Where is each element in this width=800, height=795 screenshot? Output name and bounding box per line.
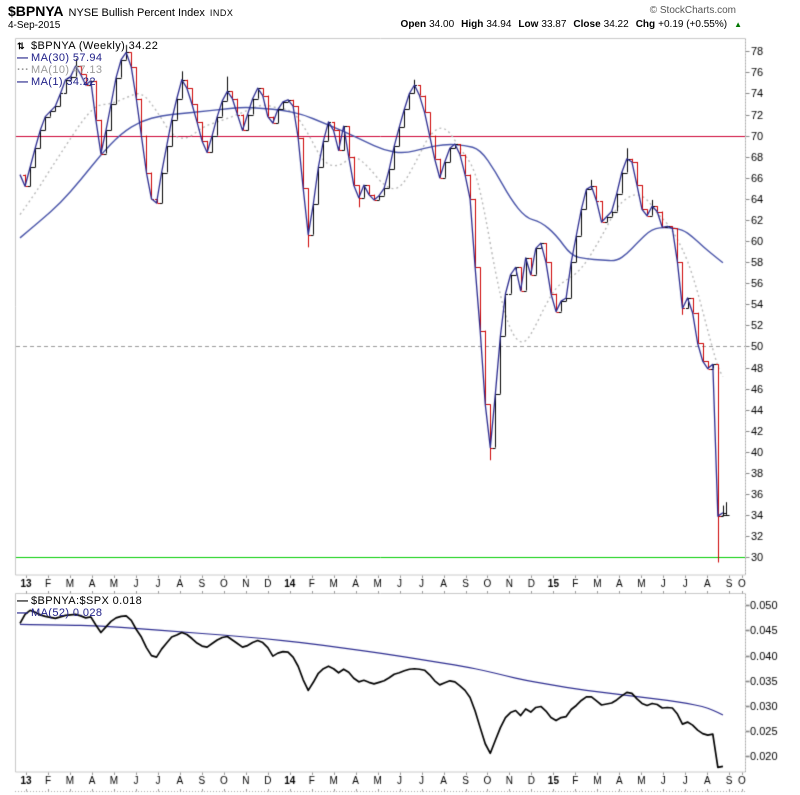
low-value: 33.87	[541, 19, 567, 30]
ratio-line-swatch: —	[17, 595, 29, 607]
ma10-line-swatch: ···	[17, 64, 30, 76]
quote-date: 4-Sep-2015	[8, 20, 61, 31]
index-name: NYSE Bullish Percent Index	[68, 7, 205, 19]
chg-value: +0.19 (+0.55%)	[658, 19, 728, 30]
legend-row-ratio: — $BPNYA:$SPX 0.018	[17, 595, 142, 607]
ma30-line-swatch: —	[17, 52, 29, 64]
legend-ma10: MA(10) 47.13	[31, 64, 103, 76]
symbol: $BPNYA	[8, 3, 64, 19]
close-label: Close	[573, 19, 601, 30]
legend-row-ma1: — MA(1) 34.22	[17, 76, 158, 88]
legend-ma52: MA(52) 0.028	[31, 607, 103, 619]
lower-panel-legend: — $BPNYA:$SPX 0.018 — MA(52) 0.028	[17, 595, 142, 619]
exchange-tag: INDX	[209, 8, 234, 18]
legend-row-ma30: — MA(30) 57.94	[17, 52, 158, 64]
chg-label: Chg	[635, 19, 656, 30]
high-value: 34.94	[486, 19, 512, 30]
main-panel-legend: ⇅ $BPNYA (Weekly) 34.22 — MA(30) 57.94 ···…	[17, 40, 158, 88]
legend-row-price: ⇅ $BPNYA (Weekly) 34.22	[17, 40, 158, 52]
legend-row-ma10: ··· MA(10) 47.13	[17, 64, 158, 76]
legend-bpnya-weekly: $BPNYA (Weekly) 34.22	[31, 40, 159, 52]
legend-ma1: MA(1) 34.22	[31, 76, 96, 88]
open-label: Open	[400, 19, 427, 30]
change-up-icon: ▲	[734, 20, 742, 29]
legend-row-ma52: — MA(52) 0.028	[17, 607, 142, 619]
close-value: 34.22	[603, 19, 629, 30]
ma52-line-swatch: —	[17, 607, 29, 619]
low-label: Low	[518, 19, 539, 30]
legend-ratio: $BPNYA:$SPX 0.018	[31, 595, 143, 607]
price-style-icon: ⇅	[17, 41, 25, 51]
quote-line: Open 34.00 High 34.94 Low 33.87 Close 34.22 Chg +…	[401, 19, 742, 30]
title-row: $BPNYA NYSE Bullish Percent Index INDX © S…	[8, 3, 794, 19]
open-value: 34.00	[429, 19, 455, 30]
ma1-line-swatch: —	[17, 76, 29, 88]
legend-ma30: MA(30) 57.94	[31, 52, 103, 64]
high-label: High	[461, 19, 484, 30]
copyright: © StockCharts.com	[649, 5, 736, 16]
